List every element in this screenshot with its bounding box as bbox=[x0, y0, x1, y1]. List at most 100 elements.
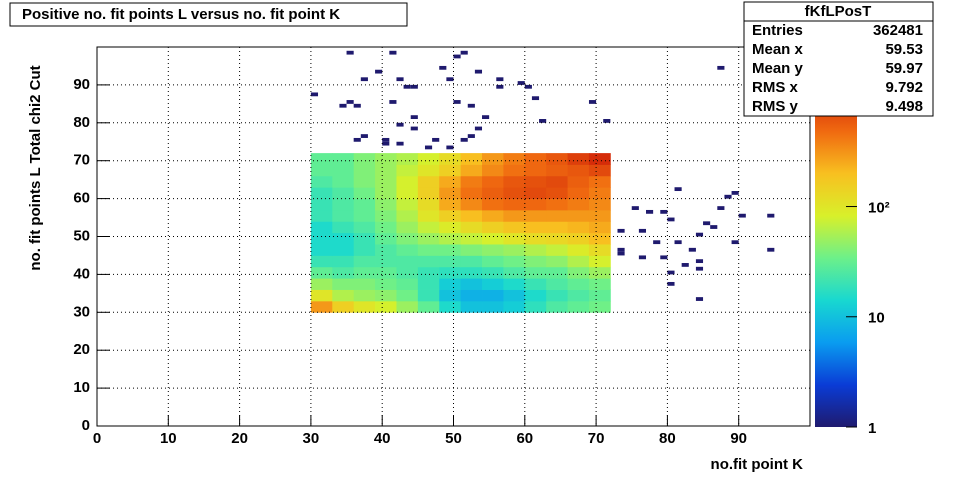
heatmap-cell bbox=[417, 300, 440, 313]
heatmap-cell bbox=[310, 198, 333, 211]
heatmap-cell bbox=[546, 175, 568, 188]
heatmap-cell bbox=[482, 221, 504, 234]
heatmap-cell bbox=[460, 209, 483, 222]
outlier-cell bbox=[695, 297, 704, 301]
heatmap-cell bbox=[396, 289, 419, 302]
heatmap-cell bbox=[396, 198, 419, 211]
outlier-cell bbox=[410, 126, 418, 131]
y-tick-label: 0 bbox=[82, 417, 90, 434]
heatmap-cell bbox=[503, 255, 526, 268]
outlier-cell bbox=[731, 191, 739, 195]
heatmap-cell bbox=[439, 300, 462, 313]
x-axis-label: no.fit point K bbox=[711, 456, 804, 473]
heatmap-cell bbox=[310, 232, 333, 245]
heatmap-cell bbox=[546, 209, 568, 222]
heatmap-cell bbox=[375, 289, 397, 302]
stats-title: fKfLPosT bbox=[805, 3, 872, 20]
outlier-cell bbox=[396, 141, 404, 146]
outlier-cell bbox=[603, 119, 611, 123]
heatmap-cell bbox=[524, 175, 547, 188]
heatmap-cell bbox=[567, 266, 590, 279]
heatmap-cell bbox=[310, 300, 333, 313]
heatmap-cell bbox=[588, 187, 611, 199]
heatmap-cell bbox=[503, 198, 526, 211]
heatmap-cell bbox=[375, 187, 397, 199]
heatmap-cell bbox=[503, 232, 526, 245]
outlier-cell bbox=[460, 137, 468, 142]
heatmap-cell bbox=[546, 289, 568, 302]
heatmap-cell bbox=[353, 209, 376, 222]
heatmap-cell bbox=[503, 153, 526, 165]
heatmap-cell bbox=[503, 187, 526, 199]
heatmap-cell bbox=[353, 164, 376, 177]
heatmap-cell bbox=[482, 300, 504, 313]
outlier-cell bbox=[432, 137, 440, 142]
outlier-cell bbox=[631, 206, 639, 210]
outlier-cell bbox=[360, 134, 368, 138]
stats-label: Entries bbox=[752, 22, 803, 39]
heatmap-cell bbox=[439, 266, 462, 279]
heatmap-cell bbox=[503, 266, 526, 279]
heatmap-cell bbox=[439, 164, 462, 177]
outlier-cell bbox=[496, 77, 504, 82]
heatmap-cell bbox=[588, 164, 611, 177]
heatmap-cell bbox=[417, 187, 440, 199]
heatmap-cell bbox=[332, 289, 355, 302]
outlier-cell bbox=[382, 141, 390, 146]
heatmap-cell bbox=[417, 232, 440, 245]
heatmap-cell bbox=[546, 300, 568, 313]
outlier-cell bbox=[453, 100, 461, 104]
heatmap-cell bbox=[310, 153, 333, 165]
heatmap-cell bbox=[460, 221, 483, 234]
x-tick-label: 80 bbox=[659, 430, 676, 447]
heatmap-cell bbox=[567, 198, 590, 211]
y-tick-label: 60 bbox=[73, 190, 90, 207]
outlier-cell bbox=[617, 228, 625, 233]
outlier-cell bbox=[767, 213, 775, 218]
heatmap-cell bbox=[332, 198, 355, 211]
z-tick-label: 10² bbox=[868, 199, 890, 216]
outlier-cell bbox=[674, 240, 682, 245]
heatmap-cell bbox=[332, 175, 355, 188]
outlier-cell bbox=[667, 270, 675, 275]
heatmap-cell bbox=[588, 255, 611, 268]
heatmap-cell bbox=[524, 300, 547, 313]
heatmap-cell bbox=[375, 209, 397, 222]
outlier-cell bbox=[339, 103, 347, 108]
heatmap-cell bbox=[460, 289, 483, 302]
heatmap-cell bbox=[353, 300, 376, 313]
heatmap-cell bbox=[460, 164, 483, 177]
heatmap-cell bbox=[375, 164, 397, 177]
heatmap-cell bbox=[396, 209, 419, 222]
heatmap-cell bbox=[332, 164, 355, 177]
z-tick-label: 1 bbox=[868, 420, 876, 437]
heatmap-cell bbox=[332, 221, 355, 234]
heatmap-cell bbox=[546, 221, 568, 234]
y-tick-label: 70 bbox=[73, 152, 90, 169]
heatmap-cell bbox=[588, 153, 611, 165]
heatmap-cell bbox=[439, 175, 462, 188]
outlier-cell bbox=[453, 54, 461, 59]
y-tick-label: 80 bbox=[73, 114, 90, 131]
outlier-cell bbox=[389, 50, 397, 55]
heatmap-cell bbox=[567, 255, 590, 268]
heatmap-cell bbox=[310, 255, 333, 268]
heatmap-cell bbox=[524, 244, 547, 256]
heatmap-cell bbox=[546, 244, 568, 256]
heatmap-cell bbox=[588, 266, 611, 279]
heatmap-cell bbox=[417, 209, 440, 222]
heatmap-cell bbox=[482, 232, 504, 245]
y-axis-label: no. fit points L Total chi2 Cut bbox=[27, 65, 44, 270]
stats-value: 59.97 bbox=[885, 60, 923, 77]
outlier-cell bbox=[588, 100, 597, 104]
heatmap-cell bbox=[332, 244, 355, 256]
x-tick-label: 40 bbox=[374, 430, 391, 447]
x-tick-label: 50 bbox=[445, 430, 462, 447]
heatmap-cell bbox=[588, 232, 611, 245]
heatmap-cell bbox=[332, 232, 355, 245]
heatmap-cell bbox=[396, 187, 419, 199]
outlier-cell bbox=[767, 247, 775, 252]
heatmap-cell bbox=[310, 175, 333, 188]
